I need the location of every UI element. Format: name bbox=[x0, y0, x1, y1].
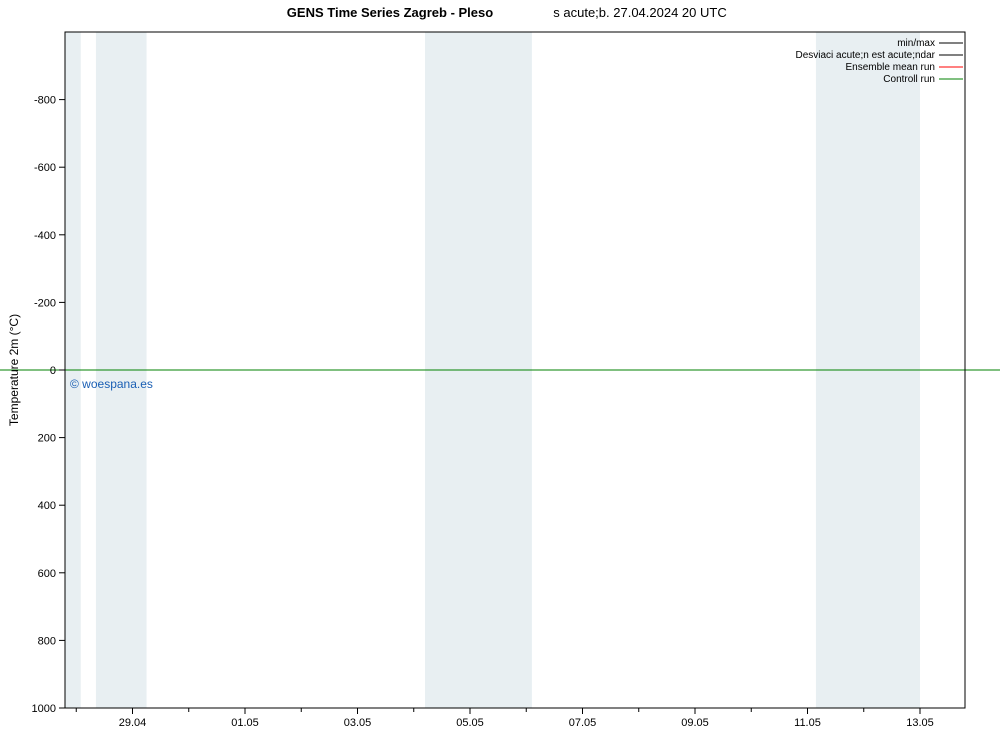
x-tick-label: 05.05 bbox=[456, 717, 484, 729]
x-tick-label: 03.05 bbox=[344, 717, 372, 729]
y-tick-label: 600 bbox=[38, 568, 56, 580]
x-tick-label: 11.05 bbox=[794, 717, 821, 729]
x-tick-label: 07.05 bbox=[569, 717, 597, 729]
y-axis: -800 -600 -400 -200 0 200 400 600 800 1000 bbox=[32, 95, 65, 715]
legend-label: min/max bbox=[897, 38, 935, 49]
x-axis: 29.04 01.05 03.05 05.05 07.05 09.05 11.05 13.05 bbox=[76, 708, 934, 729]
y-tick-label: -200 bbox=[34, 297, 56, 309]
y-tick-label: 800 bbox=[38, 635, 56, 647]
x-tick-label: 13.05 bbox=[906, 717, 934, 729]
chart-container: -800 -600 -400 -200 0 200 400 600 800 1000 29.04 01… bbox=[0, 0, 1000, 733]
y-tick-label: 200 bbox=[38, 433, 56, 445]
y-tick-label: 400 bbox=[38, 500, 56, 512]
x-tick-label: 09.05 bbox=[681, 717, 709, 729]
y-tick-label: -400 bbox=[34, 230, 56, 242]
y-axis-label: Temperature 2m (°C) bbox=[7, 314, 21, 426]
legend-label: Ensemble mean run bbox=[846, 62, 936, 73]
watermark: © woespana.es bbox=[70, 377, 153, 391]
chart-title-main: GENS Time Series Zagreb - Pleso bbox=[287, 5, 493, 20]
y-tick-label: 0 bbox=[50, 365, 56, 377]
x-tick-label: 29.04 bbox=[119, 717, 147, 729]
y-tick-label: -600 bbox=[34, 162, 56, 174]
y-tick-label: 1000 bbox=[32, 703, 56, 715]
x-tick-label: 01.05 bbox=[231, 717, 259, 729]
timeseries-chart: -800 -600 -400 -200 0 200 400 600 800 1000 29.04 01… bbox=[0, 0, 1000, 733]
legend-label: Desviaci acute;n est acute;ndar bbox=[795, 50, 935, 61]
legend-label: Controll run bbox=[883, 74, 935, 85]
chart-title-sub: s acute;b. 27.04.2024 20 UTC bbox=[553, 5, 726, 20]
y-tick-label: -800 bbox=[34, 95, 56, 107]
